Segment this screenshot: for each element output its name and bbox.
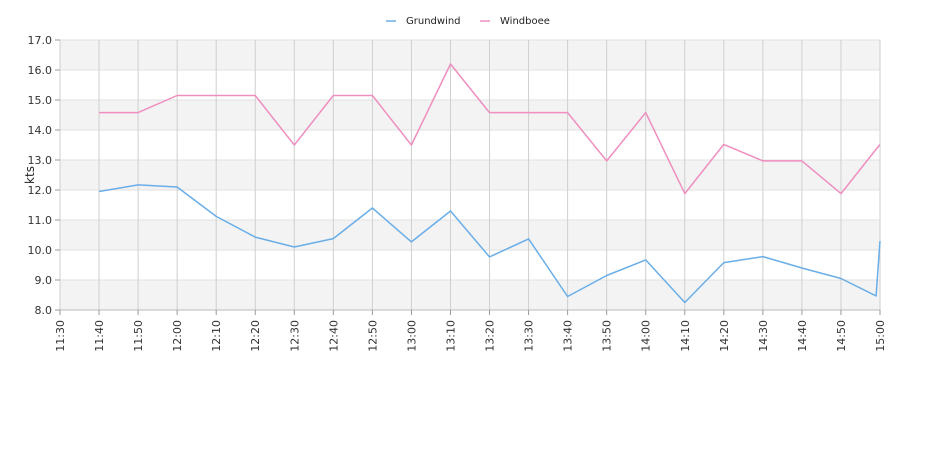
x-tick-label: 14:40 [796,320,809,352]
x-tick-label: 11:40 [93,320,106,352]
y-tick-label: 10.0 [28,244,53,257]
x-tick-label: 14:10 [679,320,692,352]
grid-band [60,100,880,130]
series-lines [98,63,881,304]
x-tick-label: 14:50 [835,320,848,352]
x-tick-label: 12:40 [327,320,340,352]
y-tick-label: 15.0 [28,94,53,107]
y-tick-label: 16.0 [28,64,53,77]
x-tick-label: 11:30 [54,320,67,352]
horizontal-gridlines [60,39,880,311]
vertical-gridlines [59,40,881,311]
x-tick-label: 14:30 [757,320,770,352]
x-tick-label: 13:30 [523,320,536,352]
x-tick-label: 14:20 [718,320,731,352]
series-line-windboee [99,63,881,195]
y-tick-label: 13.0 [28,154,53,167]
y-tick-label: 14.0 [28,124,53,137]
y-tick-label: 11.0 [28,214,53,227]
series-line-grundwind [98,184,881,304]
y-tick-label: 9.0 [35,274,53,287]
x-tick-label: 13:40 [562,320,575,352]
grid-band [60,40,880,70]
grid-band [60,280,880,310]
background-bands [60,40,880,310]
x-tick-label: 15:00 [874,320,887,352]
x-tick-label: 13:10 [444,320,457,352]
x-tick-label: 13:00 [405,320,418,352]
x-tick-label: 12:30 [288,320,301,352]
x-tick-label: 12:10 [210,320,223,352]
legend-label: Windboee [500,16,550,27]
y-tick-label: 17.0 [28,34,53,47]
legend: Grundwind Windboee [386,16,550,27]
y-axis-ticks: 8.0 9.0 10.0 11.0 12.0 13.0 14.0 15.0 16.0 17.0 [28,34,60,317]
x-tick-label: 12:50 [366,320,379,352]
x-tick-label: 11:50 [132,320,145,352]
x-tick-label: 14:00 [640,320,653,352]
y-axis-label: kts [23,166,37,184]
x-tick-label: 12:00 [171,320,184,352]
y-tick-label: 8.0 [35,304,53,317]
legend-label: Grundwind [406,16,461,27]
x-tick-label: 13:50 [601,320,614,352]
grid-band [60,160,880,190]
x-axis-ticks: 11:30 11:40 11:50 12:00 12:10 12:20 12:30 12:40… [54,310,887,352]
x-tick-label: 13:20 [484,320,497,352]
x-tick-label: 12:20 [249,320,262,352]
y-tick-label: 12.0 [28,184,53,197]
